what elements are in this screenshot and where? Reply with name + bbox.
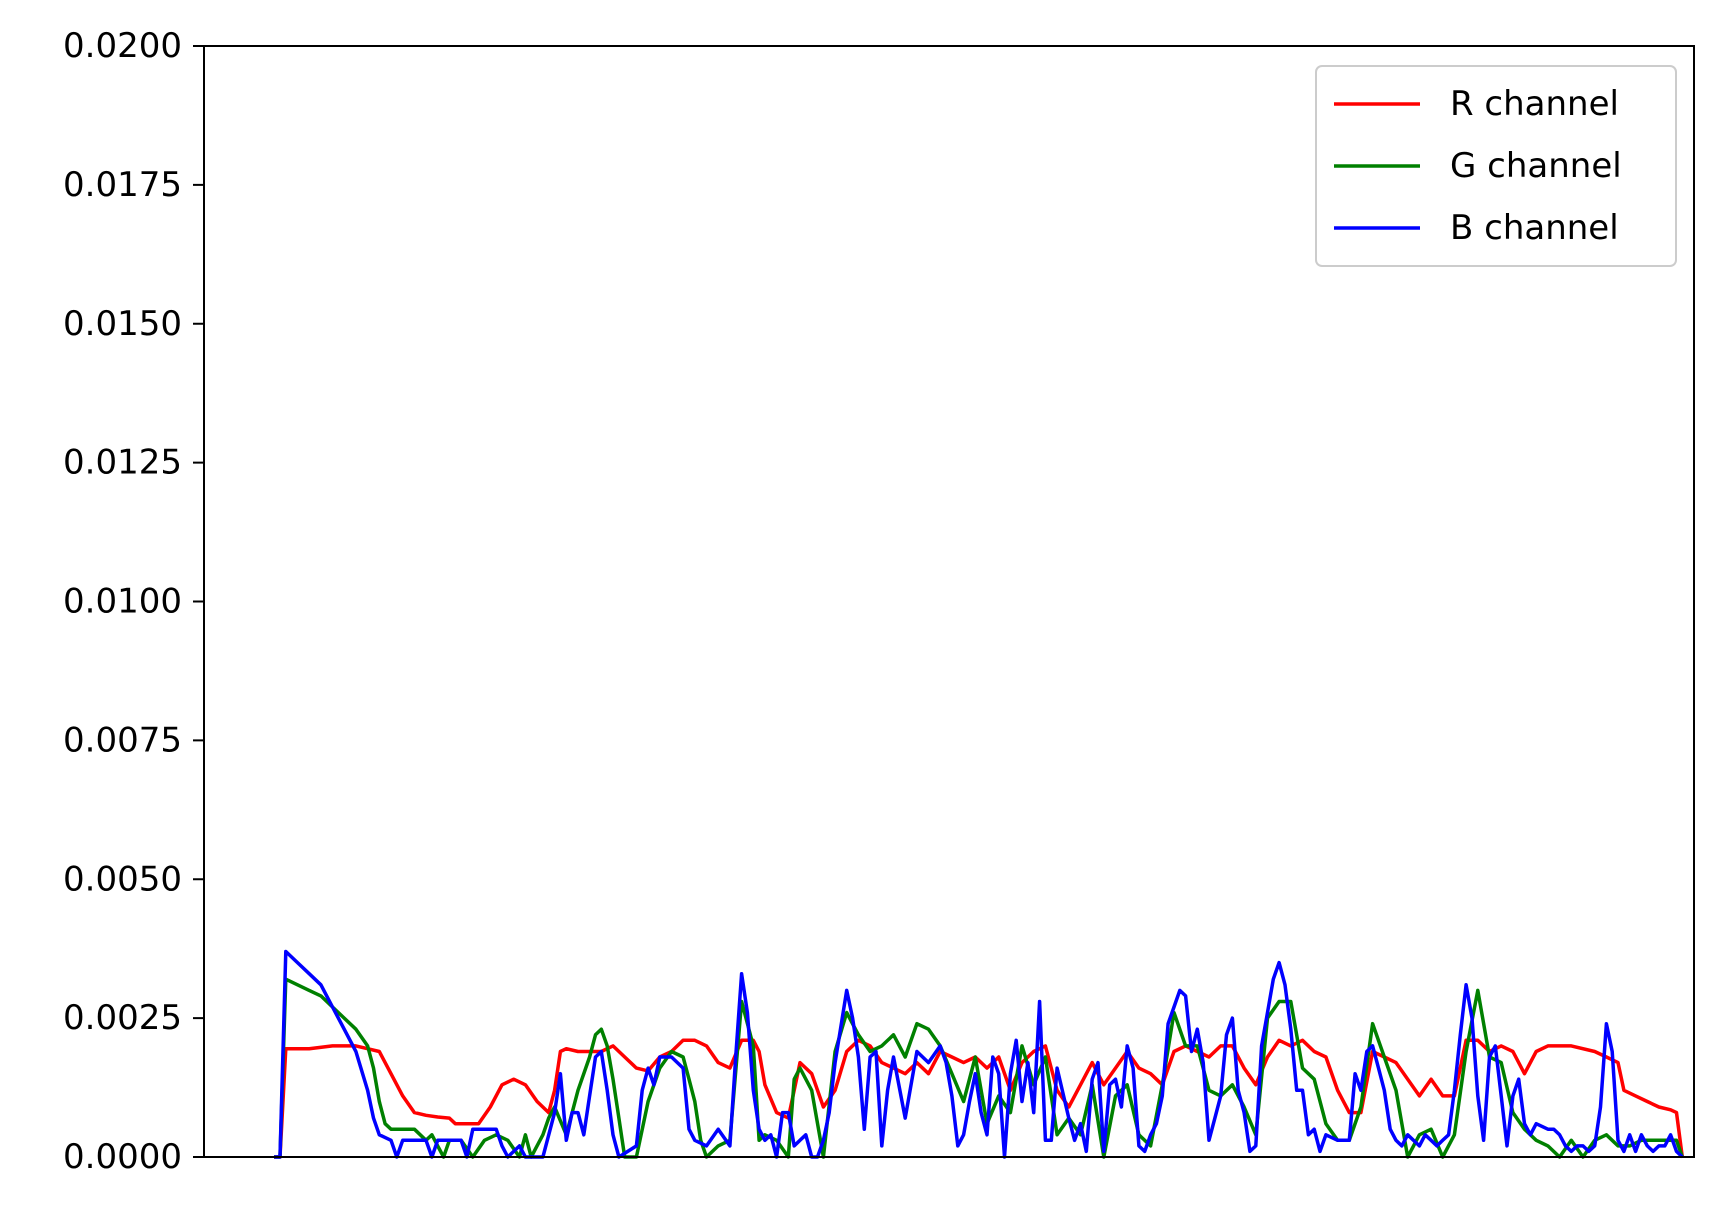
y-tick-label: 0.0125: [63, 443, 182, 483]
y-tick-label: 0.0050: [63, 859, 182, 899]
legend-label: R channel: [1450, 84, 1619, 124]
legend-label: G channel: [1450, 146, 1622, 186]
y-axis: 0.0000 0.0025 0.0050 0.0075 0.0100 0.0125 0.01…: [63, 26, 204, 1177]
y-tick-label: 0.0100: [63, 582, 182, 622]
legend-label: B channel: [1450, 208, 1619, 248]
y-tick-label: 0.0075: [63, 720, 182, 760]
series-line-r-channel: [274, 1038, 1685, 1159]
series-line-b-channel: [274, 949, 1684, 1159]
y-tick-label: 0.0175: [63, 165, 182, 205]
series-line-g-channel: [274, 977, 1684, 1159]
y-tick-label: 0.0000: [63, 1137, 182, 1177]
series-layer: [274, 949, 1685, 1159]
y-tick-label: 0.0200: [63, 26, 182, 66]
y-tick-label: 0.0150: [63, 304, 182, 344]
legend-box: [1315, 65, 1677, 267]
y-tick-label: 0.0025: [63, 998, 182, 1038]
legend: R channel G channel B channel: [1315, 65, 1677, 267]
